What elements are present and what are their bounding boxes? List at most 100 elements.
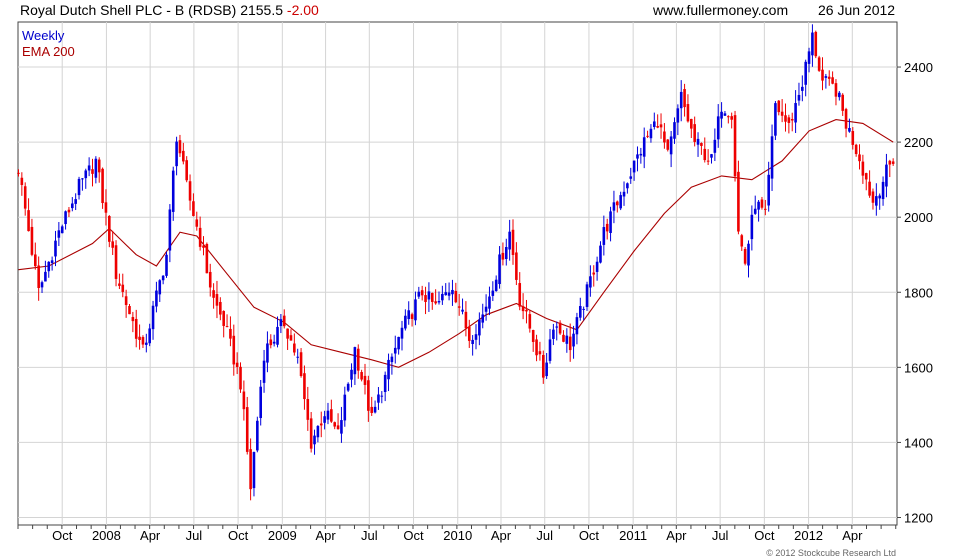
candle-body [875,196,878,206]
legend-weekly: Weekly [22,28,65,43]
candle-body [461,309,464,312]
candle-body [801,86,804,91]
candle-body [434,301,437,304]
candle-body [430,292,434,302]
title-text: Royal Dutch Shell PLC - B (RDSB) [20,2,237,18]
candle-body [814,31,818,57]
candle-body [592,272,596,275]
candle-body [124,296,128,306]
candle-body [161,275,165,281]
last-price: 2155.5 [240,2,284,18]
candle-body [787,117,791,123]
candle-body [474,334,478,340]
candle-body [23,186,27,209]
candle-body [706,160,710,162]
candle-body [202,245,205,248]
x-tick-label: Jul [536,528,553,543]
candle-body [64,211,67,225]
candle-body [71,203,74,209]
candle-body [824,76,828,78]
candle-body [585,284,589,307]
candle-body [239,366,242,390]
candle-body [696,138,700,145]
candle-body [346,383,350,391]
candle-body [67,209,71,213]
candle-body [639,153,643,156]
y-tick-label: 2000 [904,210,933,225]
candle-body [784,115,787,122]
candle-body [441,293,444,301]
candle-body [568,336,572,351]
candle-body [760,199,764,208]
candle-body [37,265,40,288]
candle-body [686,104,690,122]
candle-body [797,94,801,101]
candle-body [703,148,707,161]
candle-body [764,208,767,210]
candle-body [249,449,252,490]
candle-body [77,178,81,196]
candle-body [807,51,811,64]
candle-body [195,219,199,227]
candle-body [733,115,737,177]
candle-body [599,245,602,263]
candle-body [552,329,555,339]
candle-body [716,116,720,140]
candle-body [232,335,236,365]
candle-body [215,294,219,306]
legend-ema: EMA 200 [22,44,75,59]
candle-body [111,241,114,248]
candle-body [683,89,686,108]
candle-body [377,394,380,403]
candle-body [114,245,118,279]
candle-body [562,334,565,342]
candle-body [299,352,303,377]
candle-body [262,360,266,383]
x-tick-label: 2011 [619,528,647,543]
y-tick-label: 2200 [904,135,933,150]
candle-body [138,336,141,340]
candle-body [235,362,239,367]
candle-body [420,290,424,296]
candle-body [40,282,44,288]
candle-body [498,254,501,285]
candle-body [151,305,155,330]
candle-body [97,159,101,173]
candle-body [558,322,562,334]
candle-body [743,248,747,264]
candle-body [878,195,881,199]
candle-body [60,226,64,234]
candle-body [615,201,619,206]
candle-body [595,261,599,272]
candle-body [303,373,306,400]
candle-body [629,176,633,179]
candle-body [198,227,202,247]
candle-body [212,290,215,298]
candle-body [165,254,168,276]
y-axis: 1200 1400 1600 1800 2000 2200 2400 [897,60,933,525]
candle-body [834,83,838,97]
candle-body [508,231,511,250]
candle-body [780,111,784,116]
candle-body [192,201,195,216]
candle-body [471,339,474,345]
candle-body [636,154,639,159]
x-tick-label: Apr [666,528,687,543]
candle-body [306,399,310,420]
site-url[interactable]: www.fullermoney.com [653,2,789,18]
y-tick-label: 1600 [904,360,933,375]
candle-body [185,160,188,181]
candle-body [491,290,495,296]
candle-body [313,435,316,445]
candle-body [276,326,279,345]
candle-body [245,407,249,452]
x-tick-label: Oct [52,528,73,543]
candle-body [642,137,646,157]
x-tick-label: Apr [491,528,512,543]
candle-body [279,319,283,327]
candle-body [367,380,370,411]
candle-body [757,201,760,210]
candle-body [168,209,172,251]
candle-body [575,317,579,335]
candle-body [390,356,394,363]
